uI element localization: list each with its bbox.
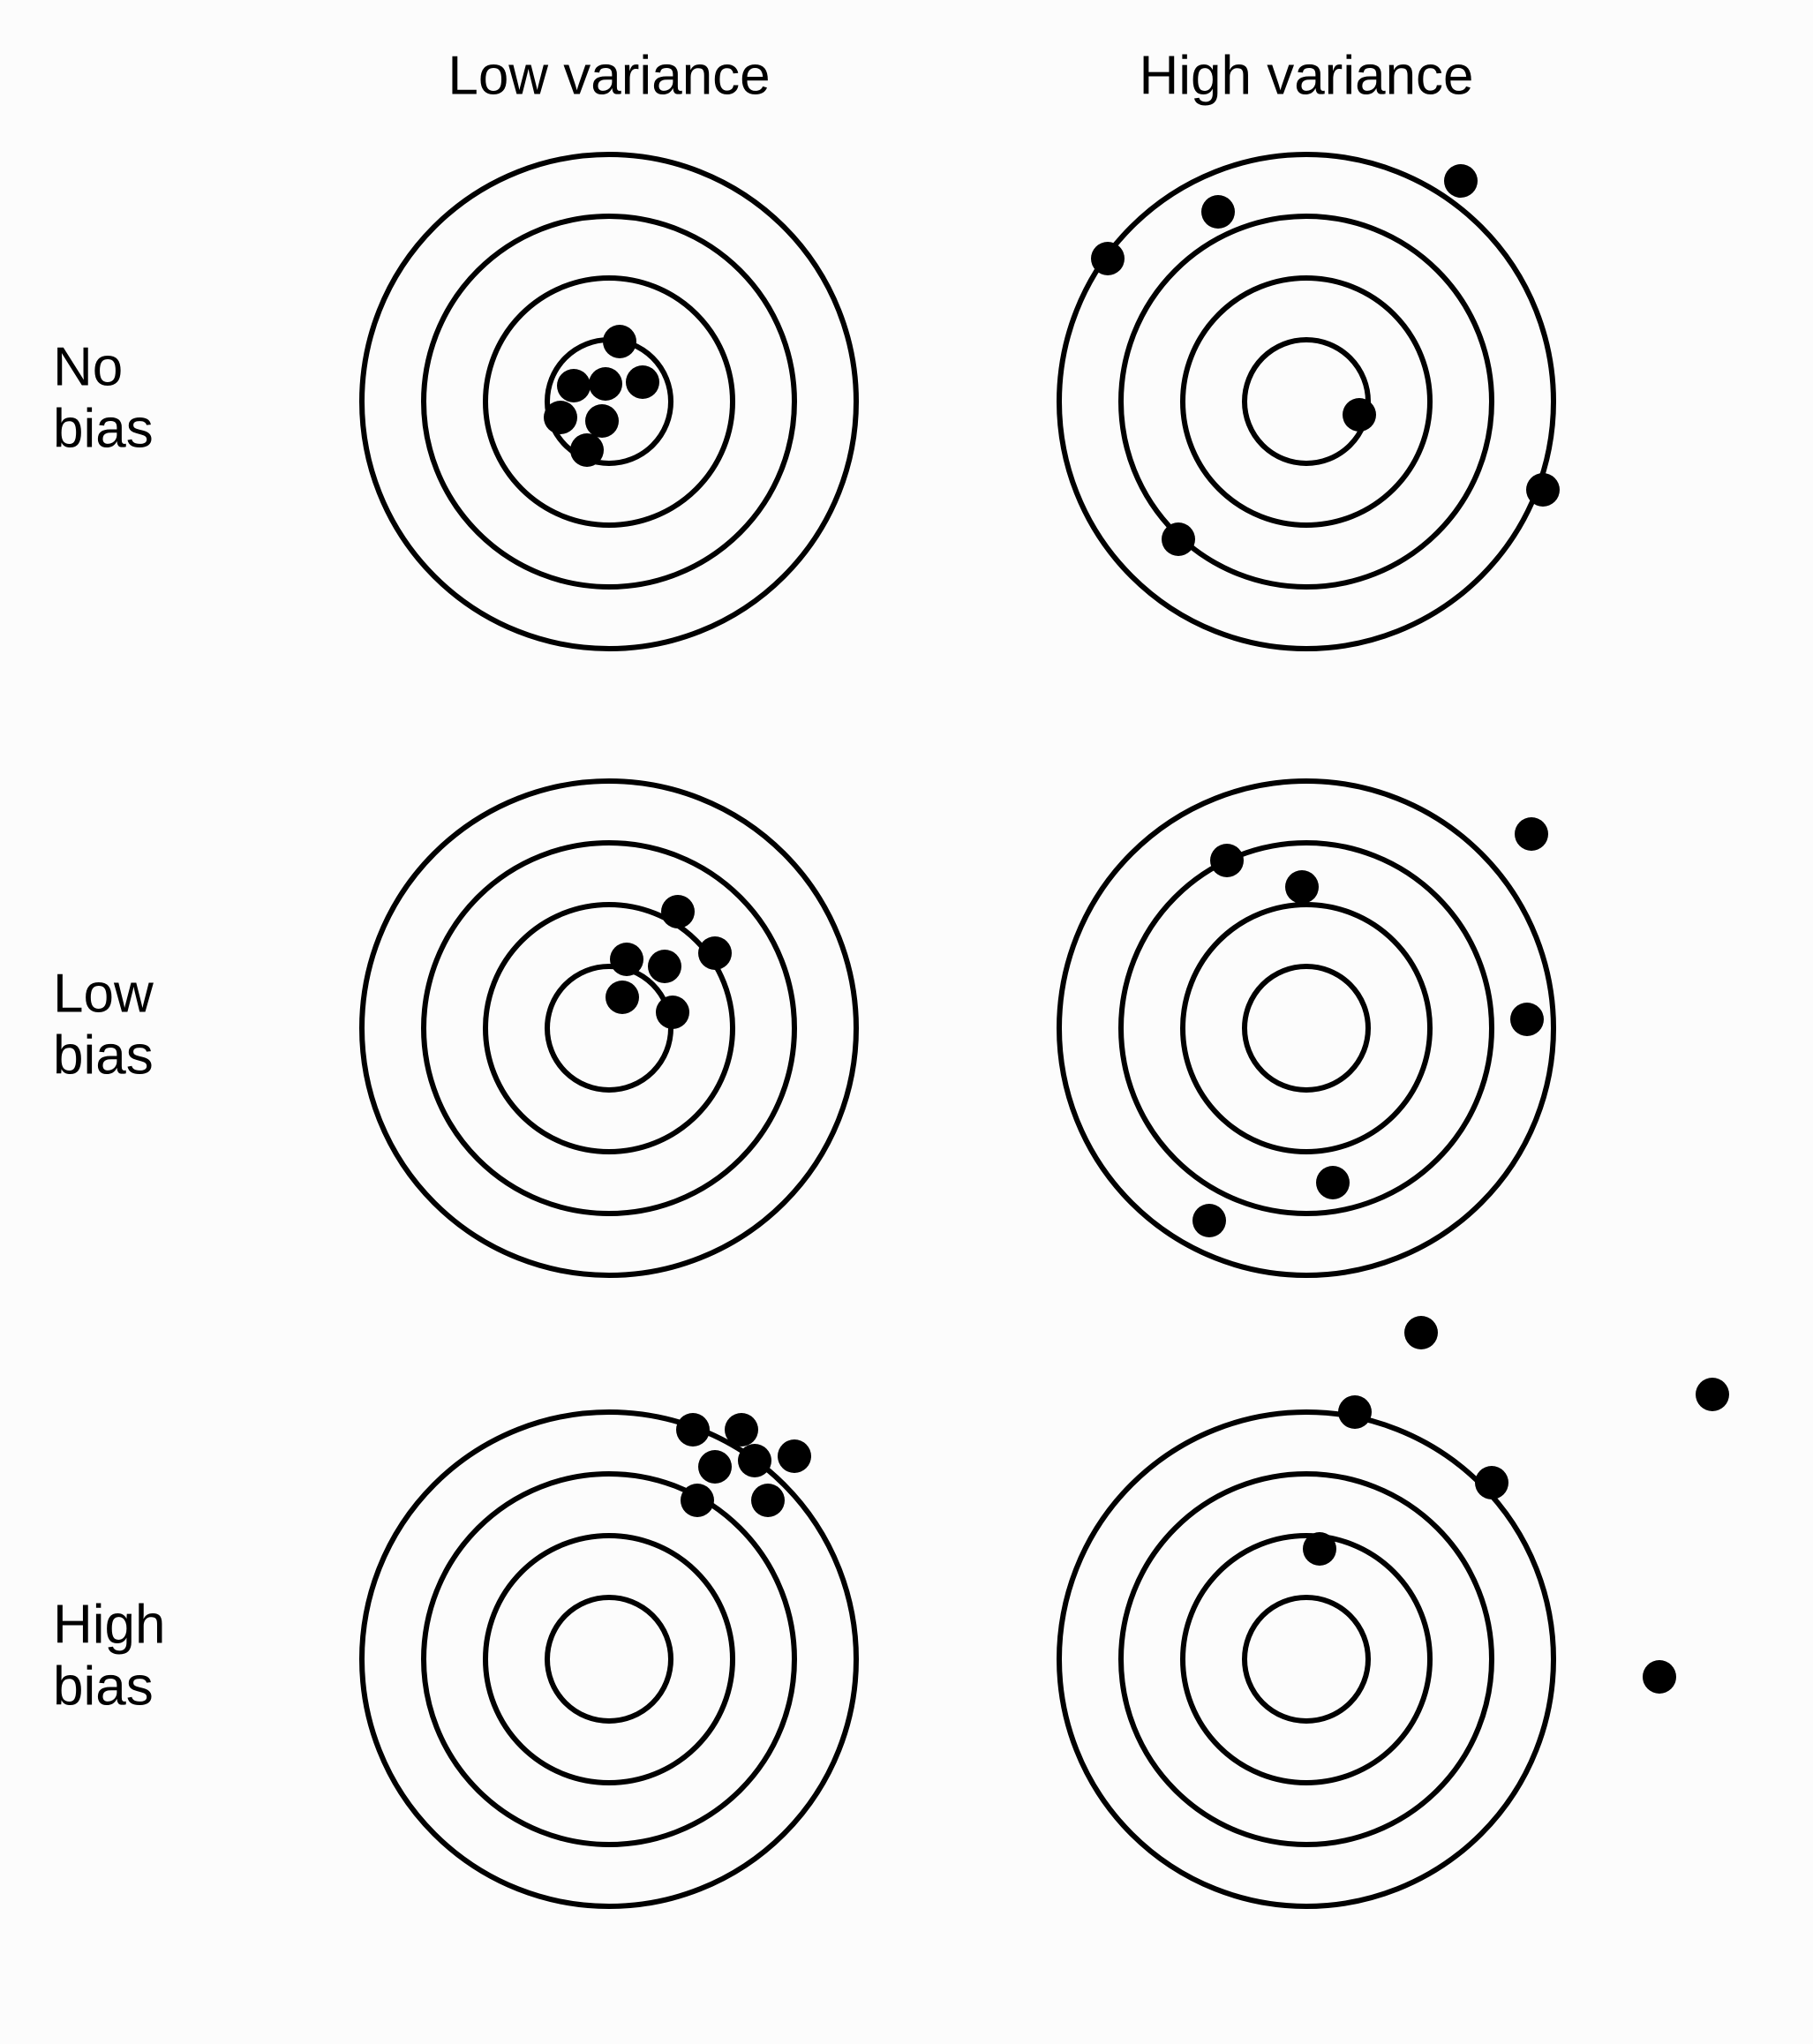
data-point (603, 325, 636, 358)
data-point (681, 1484, 714, 1517)
row-label-line1: No (53, 336, 123, 397)
data-point (1643, 1660, 1676, 1694)
data-point (1316, 1166, 1350, 1199)
data-point (1696, 1378, 1729, 1411)
data-point (585, 404, 619, 438)
data-point (1162, 522, 1195, 556)
data-point (1404, 1316, 1438, 1349)
row-label-line1: High (53, 1594, 166, 1655)
data-point (1201, 195, 1235, 229)
data-point (570, 433, 604, 467)
data-point (1091, 242, 1125, 275)
row-label-line2: bias (53, 1025, 154, 1086)
data-point (698, 936, 732, 970)
data-point (610, 943, 643, 976)
row-label-line2: bias (53, 1656, 154, 1717)
data-point (1192, 1204, 1226, 1237)
data-point (661, 895, 695, 928)
data-point (778, 1439, 811, 1473)
data-point (656, 996, 689, 1029)
data-point (1515, 817, 1548, 851)
data-point (751, 1484, 785, 1517)
data-point (725, 1413, 758, 1447)
data-point (738, 1444, 771, 1477)
data-point (1444, 164, 1478, 198)
column-header: Low variance (448, 45, 770, 106)
data-point (557, 369, 591, 402)
data-point (648, 950, 681, 983)
data-point (1526, 473, 1560, 507)
data-point (1343, 398, 1376, 432)
data-point (626, 365, 659, 399)
data-point (1303, 1532, 1336, 1566)
data-point (1285, 870, 1319, 904)
data-point (698, 1450, 732, 1484)
bias-variance-diagram: Low varianceHigh varianceNobiasLowbiasHi… (0, 0, 1813, 2044)
row-label-line2: bias (53, 398, 154, 459)
data-point (589, 367, 622, 401)
data-point (606, 981, 639, 1014)
row-label-line1: Low (53, 963, 154, 1024)
data-point (544, 401, 577, 434)
data-point (1510, 1003, 1544, 1036)
data-point (676, 1413, 710, 1447)
data-point (1475, 1466, 1508, 1499)
data-point (1338, 1395, 1372, 1429)
diagram-svg: Low varianceHigh varianceNobiasLowbiasHi… (0, 0, 1813, 2044)
data-point (1210, 844, 1244, 877)
column-header: High variance (1139, 45, 1473, 106)
